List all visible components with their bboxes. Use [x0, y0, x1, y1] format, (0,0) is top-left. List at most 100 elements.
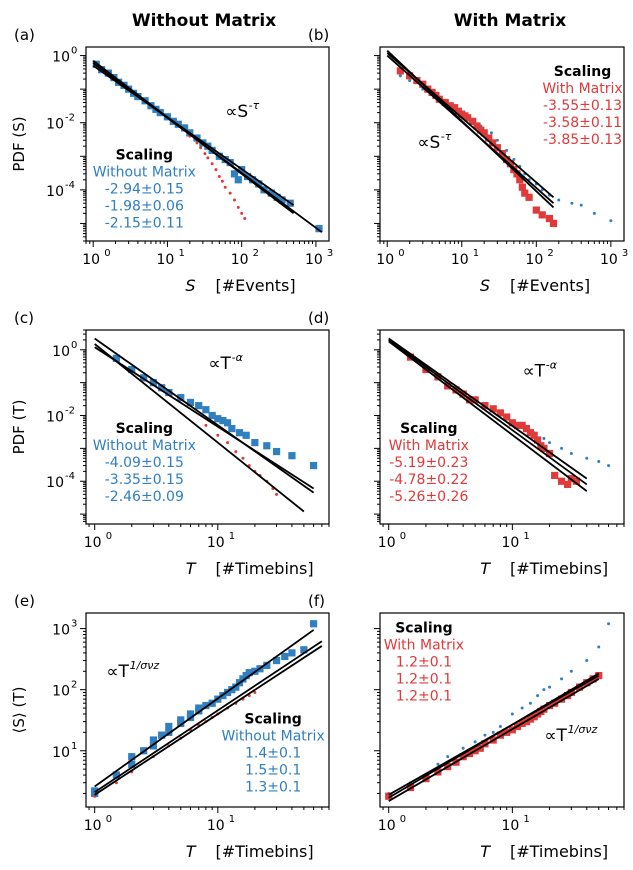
data-point-square: [281, 652, 289, 661]
data-point-dot: [232, 198, 236, 202]
x-axis-variable: T: [186, 842, 197, 861]
scaling-label: With Matrix: [389, 438, 469, 454]
data-point-square: [235, 429, 244, 437]
data-point-square: [310, 461, 318, 470]
x-tick-exponent: 0: [400, 531, 406, 542]
data-point-square: [300, 646, 308, 654]
data-point-dot: [548, 685, 552, 689]
fit-line-2: [94, 346, 315, 490]
data-point-square: [532, 206, 540, 214]
x-axis-variable: T: [480, 842, 491, 861]
panel-label: (c): [14, 309, 34, 327]
x-tick-label: 10: [207, 535, 225, 551]
data-point-square: [533, 436, 542, 444]
y-tick-label: 10: [46, 184, 64, 200]
data-point-square: [557, 477, 566, 485]
scaling-annotation: ∝T: [208, 354, 231, 374]
plot-area: [92, 60, 323, 233]
x-tick-label: 10: [501, 535, 519, 551]
data-point-square: [223, 419, 232, 427]
plot-area: [94, 337, 318, 513]
data-point-square: [540, 705, 548, 713]
scaling-value: -3.58±0.11: [543, 115, 622, 131]
panel-f: (f) 10 0 10 1 T [#Timebins] ∝T 1/σνz ScalingWith…: [308, 592, 625, 861]
data-point-dot: [607, 464, 611, 468]
data-point-dot: [570, 201, 574, 205]
data-point-square: [158, 731, 166, 739]
scaling-value: 1.4±0.1: [245, 746, 301, 762]
col-title-without-matrix: Without Matrix: [132, 11, 276, 31]
data-point-square: [186, 398, 195, 407]
data-point-dot: [236, 205, 240, 209]
data-point-square: [288, 649, 296, 657]
data-point-square: [503, 413, 511, 421]
x-tick-exponent: 1: [178, 248, 184, 259]
data-point-square: [572, 477, 581, 485]
data-point-square: [310, 620, 318, 628]
data-point-square: [165, 388, 173, 397]
fit-line-0: [388, 339, 588, 486]
data-point-square: [480, 129, 488, 137]
data-point-square: [219, 417, 227, 425]
x-tick-exponent: 1: [473, 248, 479, 259]
data-point-square: [214, 415, 222, 423]
x-axis-unit: [#Timebins]: [216, 559, 314, 578]
data-point-square: [234, 176, 242, 184]
data-point-square: [564, 480, 572, 489]
fit-line-1: [94, 337, 315, 494]
x-tick-label: 10: [451, 252, 469, 268]
data-point-dot: [220, 179, 224, 183]
y-tick-exponent: -2: [65, 113, 75, 124]
x-tick-label: 10: [378, 818, 396, 834]
data-point-square: [242, 431, 250, 439]
data-point-square: [202, 406, 210, 414]
scaling-value: -4.09±0.15: [105, 455, 184, 471]
x-tick-exponent: 0: [400, 814, 406, 825]
fit-line-1: [94, 645, 323, 796]
scaling-value: 1.3±0.1: [245, 780, 301, 796]
data-point-dot: [234, 450, 238, 454]
y-tick-exponent: 3: [71, 619, 77, 630]
data-point-square: [518, 183, 526, 191]
scaling-annotation: ∝S: [417, 133, 440, 153]
data-point-dot: [557, 198, 561, 202]
x-tick-label: 10: [84, 818, 102, 834]
data-point-square: [489, 139, 497, 147]
data-point-dot: [203, 152, 207, 156]
series-1: [188, 134, 247, 221]
scaling-annotation-exponent: -τ: [249, 99, 260, 112]
x-tick-exponent: 0: [106, 531, 112, 542]
x-tick-exponent: 1: [523, 531, 529, 542]
data-point-dot: [241, 456, 245, 460]
data-point-dot: [216, 433, 220, 437]
axes-frame: [379, 46, 625, 242]
data-point-square: [557, 695, 566, 703]
scaling-annotation-exponent: 1/σνz: [568, 723, 598, 736]
data-point-square: [489, 405, 497, 413]
data-point-square: [228, 424, 236, 433]
fit-line-2: [94, 640, 323, 793]
data-point-square: [112, 771, 120, 779]
data-point-square: [91, 789, 99, 798]
y-tick-exponent: 0: [71, 340, 77, 351]
data-point-square: [525, 193, 533, 201]
data-point-dot: [597, 459, 601, 463]
data-point-square: [385, 792, 393, 800]
scaling-value: -3.35±0.15: [105, 472, 184, 488]
data-point-square: [530, 431, 538, 439]
scaling-value: 1.2±0.1: [396, 688, 452, 704]
data-point-square: [413, 76, 421, 85]
scaling-annotation: ∝S: [225, 102, 248, 122]
x-axis-variable: S: [480, 276, 490, 295]
data-point-dot: [199, 146, 203, 150]
y-axis-label: ⟨S⟩ (T): [10, 687, 28, 734]
data-point-dot: [548, 441, 552, 445]
data-point-square: [521, 189, 529, 197]
data-point-square: [450, 104, 459, 112]
panel-b: (b) 10 0 10 1 10 2 10 3 S [#Events] ∝S -τ ScalingWit…: [308, 26, 628, 295]
x-tick-label: 10: [82, 252, 100, 268]
scaling-title: Scaling: [554, 64, 611, 80]
scaling-title: Scaling: [116, 148, 173, 164]
y-tick-exponent: 0: [71, 46, 77, 57]
